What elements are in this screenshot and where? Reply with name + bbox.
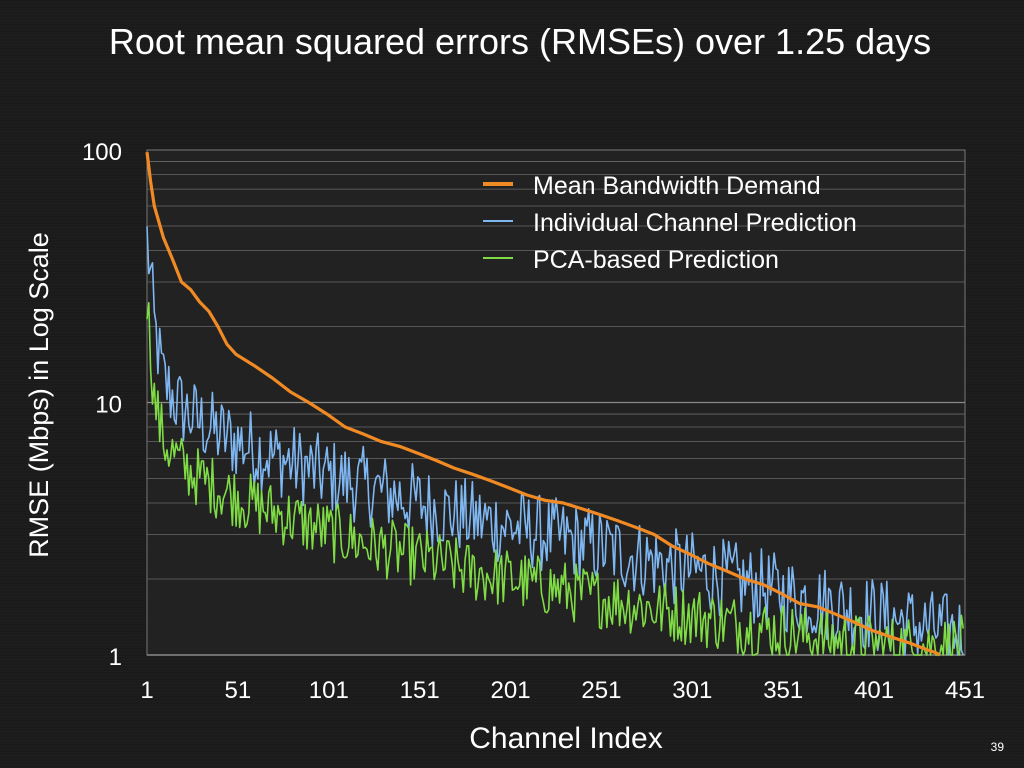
series-line-0 [145, 152, 941, 657]
x-tick-label: 1 [140, 677, 153, 704]
y-tick-label: 100 [82, 139, 122, 166]
y-axis-label: RMSE (Mbps) in Log Scale [24, 232, 54, 558]
page-number: 39 [990, 740, 1004, 754]
legend-entry-0: Mean Bandwidth Demand [533, 172, 821, 200]
x-tick-label: 351 [763, 677, 803, 704]
series-line-2 [146, 302, 964, 656]
legend-entry-1: Individual Channel Prediction [533, 209, 857, 237]
x-tick-label: 401 [854, 677, 894, 704]
x-tick-label: 201 [491, 677, 531, 704]
legend-entry-2: PCA-based Prediction [533, 246, 779, 274]
y-tick-label: 1 [109, 644, 122, 671]
slide-title: Root mean squared errors (RMSEs) over 1.… [108, 21, 932, 62]
x-tick-label: 251 [581, 677, 621, 704]
y-tick-label: 10 [95, 392, 122, 419]
x-tick-label: 51 [225, 677, 252, 704]
x-tick-label: 151 [400, 677, 440, 704]
x-tick-label: 451 [945, 677, 985, 704]
x-axis-label: Channel Index [469, 722, 662, 755]
x-tick-label: 301 [672, 677, 712, 704]
x-tick-label: 101 [309, 677, 349, 704]
